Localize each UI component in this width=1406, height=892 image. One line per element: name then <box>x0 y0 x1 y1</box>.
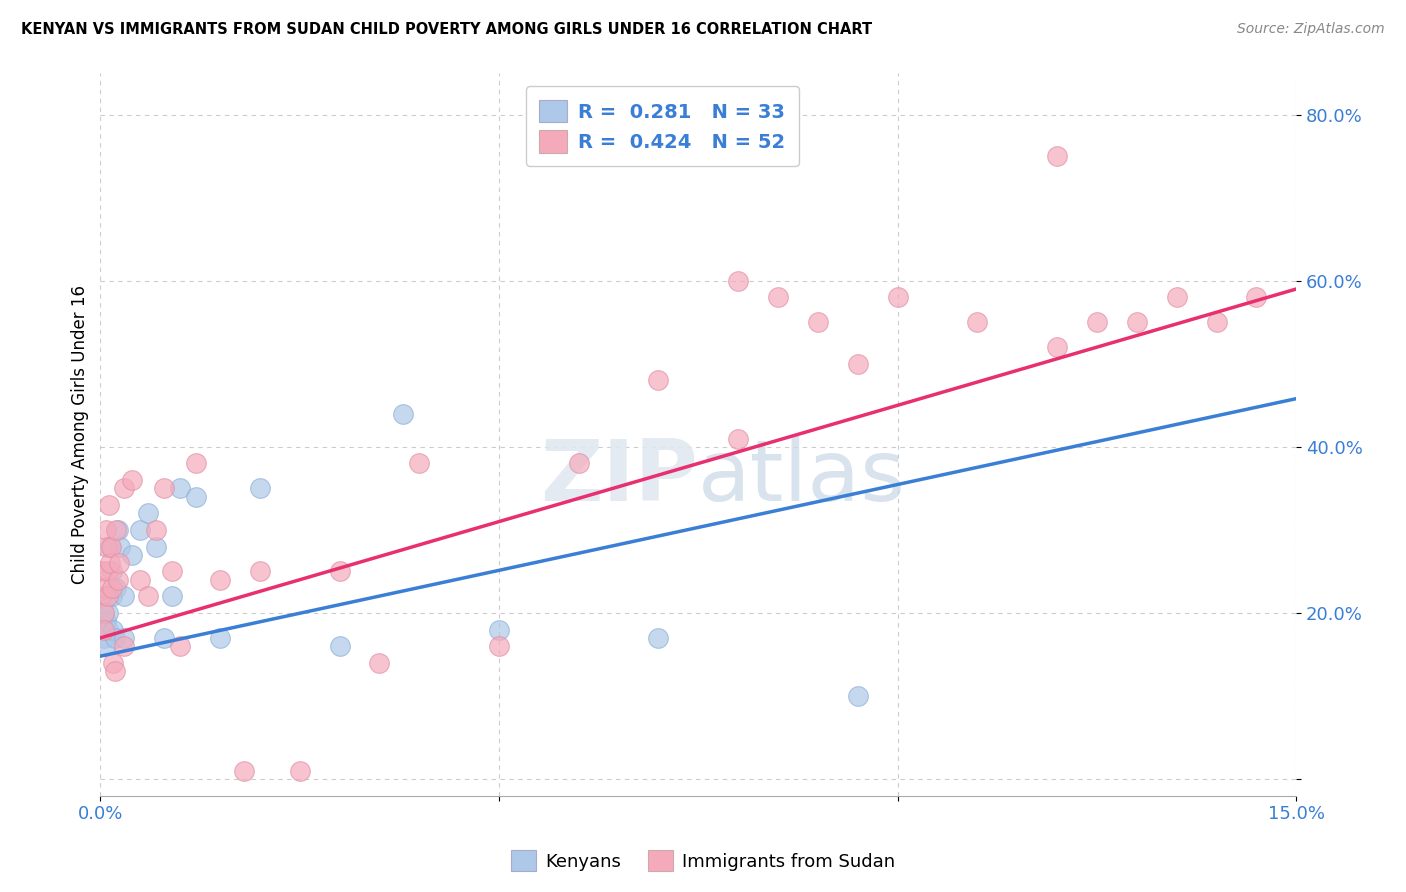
Point <box>105 581 128 595</box>
Point <box>107 573 129 587</box>
Point <box>112 639 135 653</box>
Point <box>886 290 908 304</box>
Point <box>100 540 122 554</box>
Point <box>647 631 669 645</box>
Point <box>488 639 510 653</box>
Point <box>208 631 231 645</box>
Point <box>100 565 122 579</box>
Point <box>1205 315 1227 329</box>
Point <box>96 590 118 604</box>
Point <box>1046 149 1069 163</box>
Point <box>153 481 176 495</box>
Point <box>727 432 749 446</box>
Legend: Kenyans, Immigrants from Sudan: Kenyans, Immigrants from Sudan <box>503 843 903 879</box>
Point <box>121 548 143 562</box>
Point <box>232 764 254 778</box>
Point <box>160 590 183 604</box>
Point <box>766 290 789 304</box>
Point <box>129 523 152 537</box>
Point <box>169 639 191 653</box>
Point <box>107 523 129 537</box>
Point <box>94 523 117 537</box>
Point <box>101 623 124 637</box>
Point <box>568 457 591 471</box>
Point <box>110 540 132 554</box>
Point <box>966 315 988 329</box>
Point <box>328 639 350 653</box>
Point <box>136 590 159 604</box>
Point <box>169 481 191 495</box>
Point <box>93 631 115 645</box>
Y-axis label: Child Poverty Among Girls Under 16: Child Poverty Among Girls Under 16 <box>72 285 89 584</box>
Point <box>1085 315 1108 329</box>
Point <box>136 506 159 520</box>
Point <box>184 457 207 471</box>
Point <box>97 590 120 604</box>
Point <box>94 639 117 653</box>
Point <box>488 623 510 637</box>
Point <box>93 606 115 620</box>
Point <box>108 556 131 570</box>
Point <box>104 664 127 678</box>
Point <box>153 631 176 645</box>
Point <box>184 490 207 504</box>
Point <box>328 565 350 579</box>
Point <box>97 606 120 620</box>
Point <box>101 581 124 595</box>
Point <box>104 631 127 645</box>
Point <box>145 523 167 537</box>
Point <box>1166 290 1188 304</box>
Point <box>392 407 415 421</box>
Text: KENYAN VS IMMIGRANTS FROM SUDAN CHILD POVERTY AMONG GIRLS UNDER 16 CORRELATION C: KENYAN VS IMMIGRANTS FROM SUDAN CHILD PO… <box>21 22 872 37</box>
Text: Source: ZipAtlas.com: Source: ZipAtlas.com <box>1237 22 1385 37</box>
Point <box>93 623 115 637</box>
Point <box>208 573 231 587</box>
Point <box>112 590 135 604</box>
Point <box>94 581 117 595</box>
Point <box>647 373 669 387</box>
Point <box>101 590 124 604</box>
Point <box>1126 315 1149 329</box>
Point <box>408 457 430 471</box>
Point <box>807 315 830 329</box>
Point <box>96 623 118 637</box>
Point <box>727 274 749 288</box>
Point <box>101 656 124 670</box>
Point <box>96 540 118 554</box>
Point <box>846 357 869 371</box>
Point <box>129 573 152 587</box>
Point <box>91 565 114 579</box>
Point <box>846 689 869 703</box>
Point <box>1246 290 1268 304</box>
Point <box>93 606 115 620</box>
Point <box>98 540 121 554</box>
Point <box>98 498 121 512</box>
Point <box>98 556 121 570</box>
Point <box>94 615 117 629</box>
Point <box>112 631 135 645</box>
Point <box>160 565 183 579</box>
Text: atlas: atlas <box>699 436 907 519</box>
Legend: R =  0.281   N = 33, R =  0.424   N = 52: R = 0.281 N = 33, R = 0.424 N = 52 <box>526 87 799 166</box>
Point <box>288 764 311 778</box>
Point <box>112 481 135 495</box>
Point <box>105 523 128 537</box>
Point <box>90 590 112 604</box>
Point <box>249 565 271 579</box>
Point <box>1046 340 1069 354</box>
Point <box>96 565 118 579</box>
Point <box>121 473 143 487</box>
Text: ZIP: ZIP <box>540 436 699 519</box>
Point <box>91 623 114 637</box>
Point <box>249 481 271 495</box>
Point <box>368 656 391 670</box>
Point <box>145 540 167 554</box>
